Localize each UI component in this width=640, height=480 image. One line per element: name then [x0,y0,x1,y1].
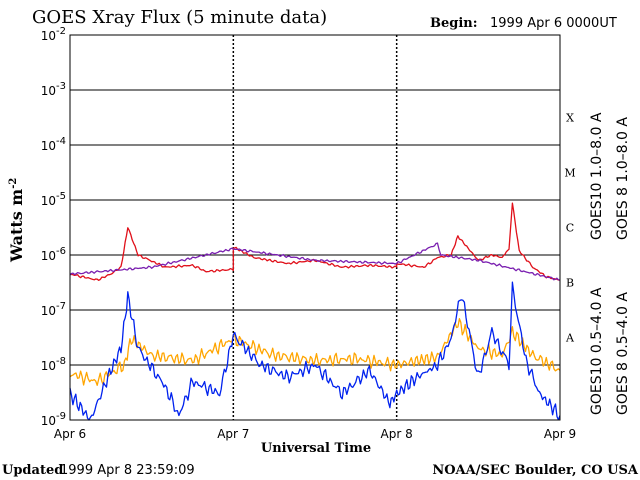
updated-label: Updated [2,463,63,478]
y-tick-base: 10 [41,249,56,263]
flare-class-label: X [566,112,574,125]
y-tick-base: 10 [41,304,56,318]
flare-class-label: B [566,277,574,290]
legend-goes10-short: GOES10 0.5–4.0 A [589,287,605,415]
y-tick-base: 10 [41,139,56,153]
x-tick-label: Apr 6 [54,427,86,441]
y-axis-label-exponent: -2 [8,178,19,189]
legend-goes8-long: GOES 8 1.0–8.0 A [615,117,631,240]
updated-value: 1999 Apr 8 23:59:09 [60,463,195,478]
flare-class-labels: A B C M X [564,112,575,345]
y-tick-exponent: -8 [56,356,66,367]
flare-class-label: A [565,332,575,345]
x-tick-label: Apr 9 [544,427,576,441]
y-axis-ticks: 10-910-810-710-610-510-410-310-2 [41,26,66,428]
x-axis-label: Universal Time [261,441,371,456]
y-tick-exponent: -3 [56,81,66,92]
x-tick-label: Apr 7 [217,427,249,441]
y-tick-label: 10-7 [41,301,66,318]
y-axis-label: Watts m-2 [7,178,26,263]
y-tick-label: 10-9 [41,411,66,428]
series-line [69,242,561,281]
series-layer [69,202,561,421]
begin-label: Begin: [430,16,478,31]
legend-goes8-short: GOES 8 0.5–4.0 A [615,292,631,415]
y-tick-exponent: -5 [56,191,66,202]
y-tick-exponent: -6 [56,246,66,257]
y-axis-label-main: Watts m [7,189,26,263]
x-tick-label: Apr 8 [381,427,413,441]
x-axis-ticks: Apr 6 Apr 7 Apr 8 Apr 9 [54,427,576,441]
y-tick-base: 10 [41,84,56,98]
y-tick-base: 10 [41,29,56,43]
y-tick-label: 10-6 [41,246,66,263]
legend-goes10-long: GOES10 1.0–8.0 A [589,112,605,240]
series-line [69,202,560,281]
credit: NOAA/SEC Boulder, CO USA [432,463,639,478]
series-line [69,281,561,421]
plot-frame [69,34,561,421]
y-tick-base: 10 [41,359,56,373]
y-tick-label: 10-5 [41,191,66,208]
flare-class-label: M [564,167,575,180]
begin-value: 1999 Apr 6 0000UT [490,16,617,31]
y-tick-label: 10-3 [41,81,66,98]
plot-grid [70,35,560,420]
y-tick-label: 10-4 [41,136,66,153]
y-tick-exponent: -2 [56,26,66,37]
y-tick-exponent: -7 [56,301,66,312]
y-tick-base: 10 [41,194,56,208]
y-tick-exponent: -9 [56,411,66,422]
chart-title: GOES Xray Flux (5 minute data) [32,7,327,28]
y-tick-base: 10 [41,414,56,428]
flare-class-label: C [566,222,574,235]
y-tick-exponent: -4 [56,136,66,147]
y-tick-label: 10-8 [41,356,66,373]
series-line [69,318,561,386]
y-tick-label: 10-2 [41,26,66,43]
